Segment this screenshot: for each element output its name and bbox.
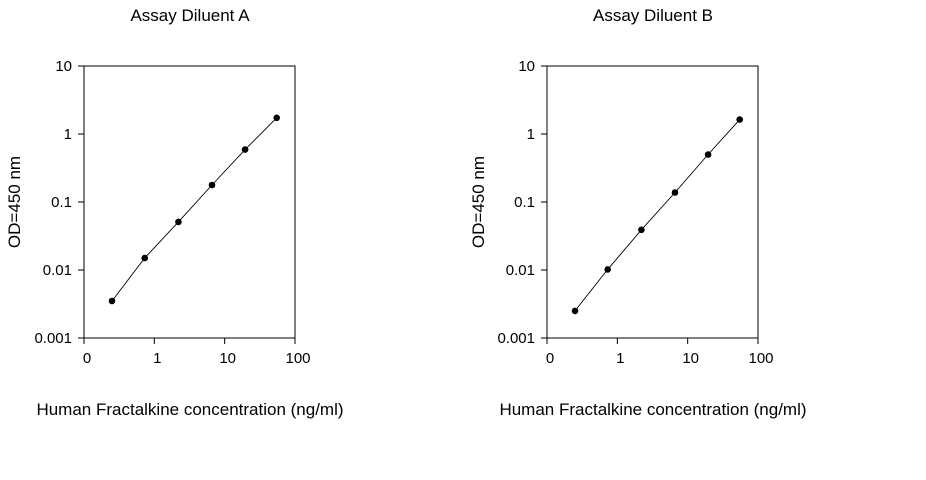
y-tick-label: 0.001 — [497, 330, 535, 347]
x-tick-label: 0 — [546, 350, 554, 367]
data-point — [141, 254, 148, 262]
chart-b-title: Assay Diluent B — [593, 6, 713, 25]
chart-a-x-axis-label: Human Fractalkine concentration (ng/ml) — [36, 400, 343, 419]
data-point — [638, 226, 645, 234]
chart-a-title: Assay Diluent A — [130, 6, 250, 25]
x-tick-label: 100 — [285, 350, 310, 367]
y-tick-label: 10 — [518, 58, 535, 75]
chart-a-y-axis-label: OD=450 nm — [5, 156, 24, 248]
trend-line — [574, 119, 741, 312]
data-point — [208, 181, 216, 189]
x-tick-label: 0 — [83, 350, 91, 367]
y-tick-label: 0.01 — [43, 262, 72, 279]
y-tick-label: 10 — [55, 58, 72, 75]
x-tick-label: 100 — [748, 350, 773, 367]
y-tick-label: 0.1 — [51, 194, 72, 211]
data-point — [671, 189, 679, 196]
data-point — [704, 151, 712, 158]
chart-a-x-ticks: 0 1 10 100 — [83, 338, 311, 367]
chart-a-marks — [108, 114, 281, 305]
x-tick-label: 10 — [219, 350, 236, 367]
chart-b-y-ticks: 10 1 0.1 0.01 0.001 — [497, 58, 547, 347]
x-tick-label: 10 — [682, 350, 699, 367]
x-tick-label: 1 — [153, 350, 161, 367]
trend-line — [111, 117, 278, 302]
data-point — [604, 266, 611, 273]
data-point — [736, 116, 743, 123]
y-tick-label: 1 — [527, 126, 535, 143]
chart-b-marks — [571, 116, 743, 315]
data-point — [175, 218, 182, 226]
chart-b-y-axis-label: OD=450 nm — [469, 156, 488, 248]
y-tick-label: 0.01 — [506, 262, 535, 279]
data-point — [108, 297, 116, 305]
y-tick-label: 0.001 — [34, 330, 72, 347]
y-tick-label: 1 — [64, 126, 72, 143]
chart-a-plot-frame — [83, 65, 296, 339]
chart-b-x-ticks: 0 1 10 100 — [546, 338, 774, 367]
chart-b-plot-frame — [546, 65, 759, 339]
x-tick-label: 1 — [616, 350, 624, 367]
y-tick-label: 0.1 — [514, 194, 535, 211]
data-point — [273, 114, 281, 122]
chart-a-y-ticks: 10 1 0.1 0.01 0.001 — [34, 58, 84, 347]
chart-b-x-axis-label: Human Fractalkine concentration (ng/ml) — [499, 400, 806, 419]
data-point — [571, 307, 579, 315]
data-point — [241, 146, 249, 153]
